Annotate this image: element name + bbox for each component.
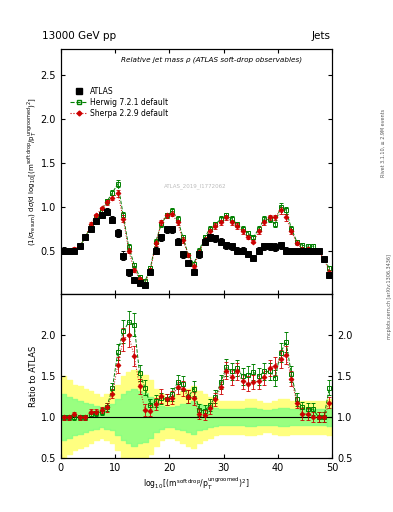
Y-axis label: $(1/\sigma_\mathrm{resum})$ d$\sigma$/d log$_{10}$[(m$^\mathrm{soft\,drop}$/p$_T: $(1/\sigma_\mathrm{resum})$ d$\sigma$/d … [26,97,39,246]
Text: Rivet 3.1.10, ≥ 2.9M events: Rivet 3.1.10, ≥ 2.9M events [381,109,386,178]
Text: 13000 GeV pp: 13000 GeV pp [42,31,116,41]
Legend: ATLAS, Herwig 7.2.1 default, Sherpa 2.2.9 default: ATLAS, Herwig 7.2.1 default, Sherpa 2.2.… [70,87,168,118]
Y-axis label: Ratio to ATLAS: Ratio to ATLAS [29,346,38,407]
Text: ATLAS_2019_I1772062: ATLAS_2019_I1772062 [164,183,227,189]
X-axis label: $\log_{10}$[(m$^\mathrm{soft\,drop}$/p$_T^\mathrm{ungroomed}$)$^2$]: $\log_{10}$[(m$^\mathrm{soft\,drop}$/p$_… [143,476,250,492]
Text: Jets: Jets [311,31,330,41]
Text: Relative jet mass ρ (ATLAS soft-drop observables): Relative jet mass ρ (ATLAS soft-drop obs… [121,56,302,62]
Text: mcplots.cern.ch [arXiv:1306.3436]: mcplots.cern.ch [arXiv:1306.3436] [387,254,391,339]
